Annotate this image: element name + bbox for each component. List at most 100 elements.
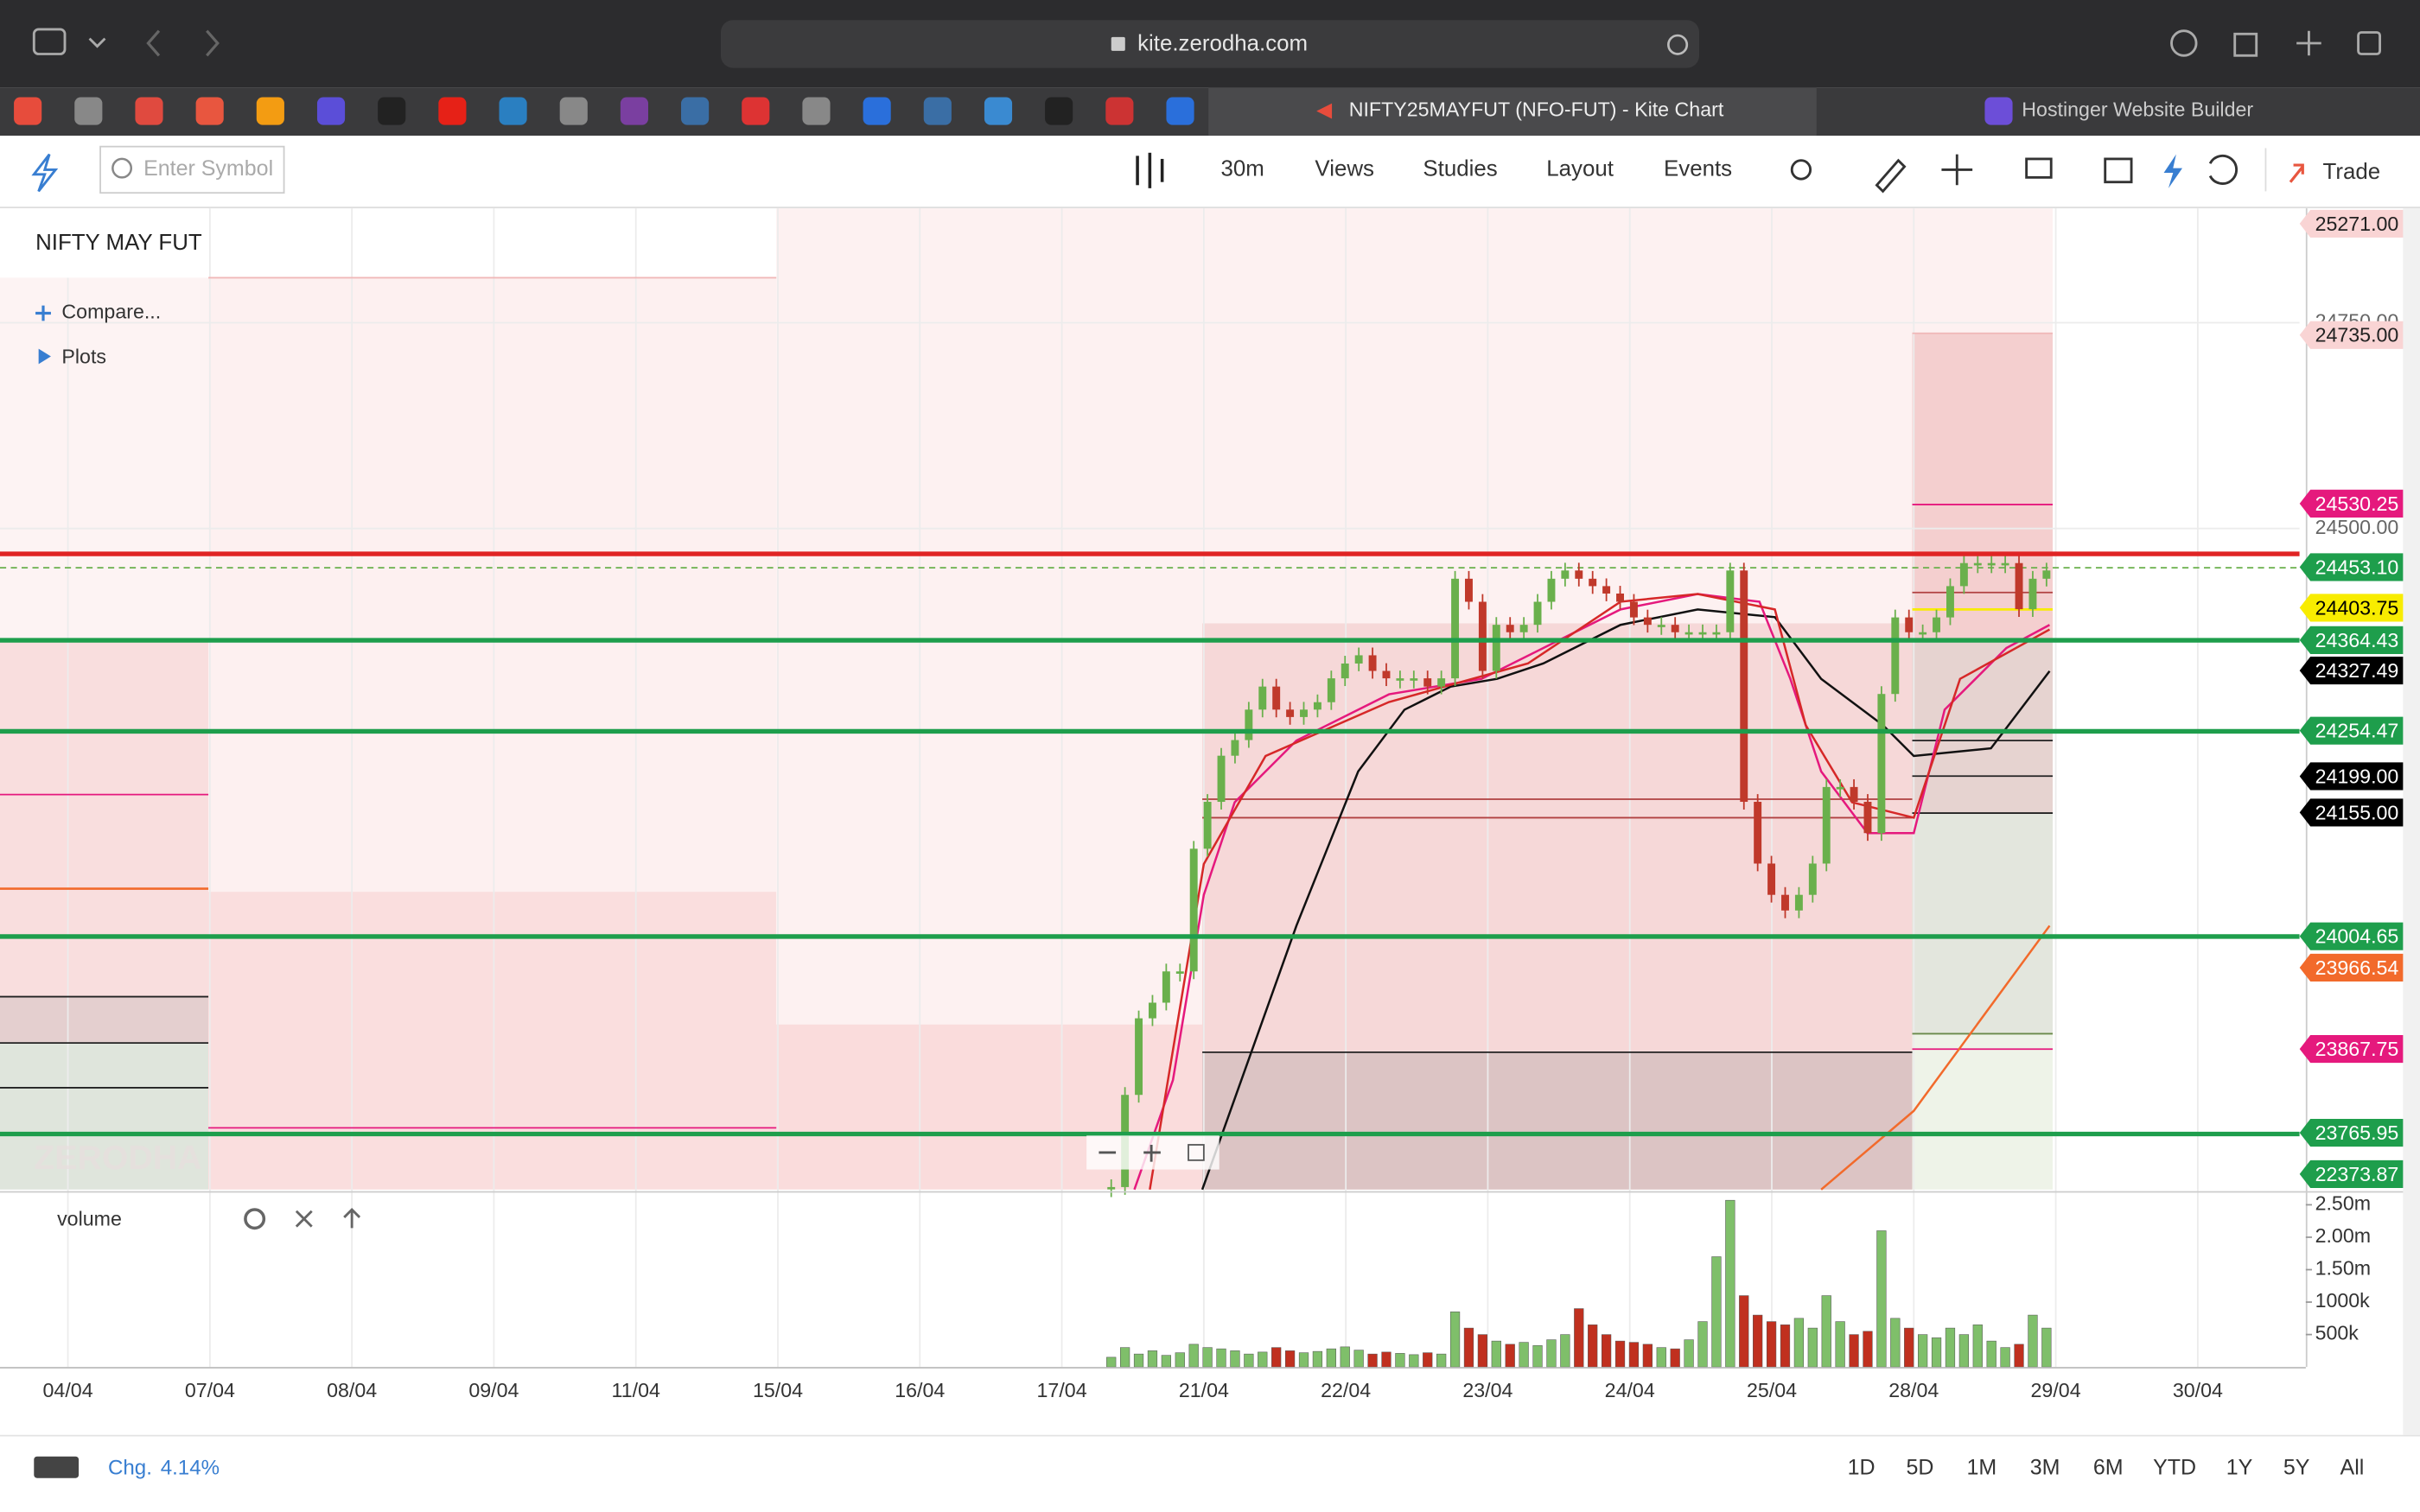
favicon[interactable] <box>195 97 224 125</box>
tab-overview[interactable] <box>2357 31 2382 55</box>
date-label: 24/04 <box>1605 1379 1655 1401</box>
candle <box>1643 617 1652 626</box>
favicon[interactable] <box>923 97 952 125</box>
downloads[interactable] <box>2170 29 2198 57</box>
volume-bar <box>1340 1346 1350 1368</box>
volume-controls[interactable] <box>295 1207 361 1229</box>
favicon[interactable] <box>559 97 588 125</box>
sidebar-button[interactable] <box>32 28 67 55</box>
favicon[interactable] <box>378 97 406 125</box>
candle <box>1519 625 1528 632</box>
favicon[interactable] <box>14 97 42 125</box>
candle <box>1478 601 1487 671</box>
volume-tick-label: 500k <box>2315 1322 2360 1344</box>
reload[interactable] <box>1667 34 1689 55</box>
volume-bar <box>1821 1295 1831 1368</box>
price-tag-label: 24327.49 <box>2315 659 2399 682</box>
volume-bar <box>1477 1334 1488 1368</box>
favicon[interactable] <box>135 97 163 125</box>
favicon[interactable] <box>1166 97 1194 125</box>
favicon[interactable] <box>742 97 770 125</box>
menu[interactable]: Views <box>1315 156 1374 181</box>
range-button[interactable]: YTD <box>2153 1456 2196 1480</box>
menu[interactable]: Studies <box>1423 156 1497 181</box>
range-button[interactable]: 5Y <box>2283 1456 2310 1480</box>
favicon[interactable] <box>1105 97 1134 125</box>
kite-logo[interactable] <box>31 153 59 193</box>
settings[interactable] <box>1790 159 1812 181</box>
candle <box>1850 786 1858 803</box>
bolt[interactable] <box>2163 154 2182 188</box>
chart-type-icon[interactable] <box>1136 152 1164 188</box>
favicon[interactable] <box>74 97 103 125</box>
zoom-controls <box>1086 1135 1220 1170</box>
favicon[interactable] <box>620 97 648 125</box>
refresh[interactable] <box>2208 154 2238 185</box>
compare-icon[interactable] <box>35 305 51 321</box>
fullscreen[interactable] <box>1188 1144 1205 1161</box>
symbol-title: NIFTY MAY FUT <box>35 231 202 255</box>
volume-settings[interactable] <box>244 1208 266 1230</box>
favicon[interactable] <box>802 97 831 125</box>
date-label: 25/04 <box>1747 1379 1797 1401</box>
range-button[interactable]: 3M <box>2030 1456 2060 1480</box>
active-tab[interactable] <box>1208 87 1817 137</box>
price-tag-label: 24364.43 <box>2315 629 2399 651</box>
favicon[interactable] <box>681 97 710 125</box>
trade-icon <box>2289 163 2304 183</box>
price-tag <box>2299 1159 2405 1188</box>
plots-icon[interactable] <box>38 348 51 365</box>
scrollbar[interactable] <box>2403 208 2420 1435</box>
search-placeholder[interactable]: Enter Symbol <box>143 156 273 181</box>
range-button[interactable]: 1D <box>1848 1456 1876 1480</box>
price-tag <box>2299 922 2405 950</box>
date-label: 15/04 <box>753 1379 803 1401</box>
draw[interactable] <box>1875 158 1907 194</box>
tab-title[interactable]: Hostinger Website Builder <box>2022 98 2253 121</box>
range-button[interactable]: 6M <box>2093 1456 2124 1480</box>
address-bar[interactable] <box>720 20 1700 68</box>
volume-bar <box>1945 1327 1956 1368</box>
crosshair[interactable] <box>1941 154 1973 186</box>
menu[interactable]: Layout <box>1546 156 1614 181</box>
candle <box>2042 570 2051 579</box>
tab-title[interactable]: NIFTY25MAYFUT (NFO-FUT) - Kite Chart <box>1349 98 1724 121</box>
price-tag <box>2299 489 2405 518</box>
range-button[interactable]: 1M <box>1966 1456 1996 1480</box>
volume-bar <box>1395 1353 1405 1368</box>
favicon[interactable] <box>316 97 346 125</box>
plots[interactable]: Plots <box>61 345 106 367</box>
candle <box>1175 971 1184 974</box>
range-button[interactable]: 1Y <box>2226 1456 2253 1480</box>
favicon[interactable] <box>984 97 1013 125</box>
menu[interactable]: Events <box>1664 156 1732 181</box>
keyboard-icon[interactable] <box>34 1456 80 1478</box>
price-tag <box>2299 321 2405 349</box>
candle <box>1891 617 1900 695</box>
candle <box>1451 578 1460 679</box>
sidebar-menu[interactable] <box>88 37 106 48</box>
favicon[interactable] <box>1045 97 1073 125</box>
trade-button[interactable]: Trade <box>2323 160 2381 184</box>
table[interactable] <box>2104 157 2133 184</box>
price-tag <box>2299 953 2405 982</box>
candle <box>1313 702 1321 710</box>
share[interactable] <box>2233 32 2258 57</box>
range-button[interactable]: 5D <box>1906 1456 1933 1480</box>
interval[interactable]: 30m <box>1221 156 1264 181</box>
comments[interactable] <box>2025 157 2053 179</box>
y-tick-label: 24500.00 <box>2315 516 2399 538</box>
range-button[interactable]: All <box>2340 1456 2365 1480</box>
nav-buttons[interactable] <box>146 29 220 57</box>
favicon[interactable] <box>438 97 467 125</box>
favicon[interactable] <box>499 97 527 125</box>
tool-icons <box>1790 154 2238 194</box>
volume-bar <box>1574 1308 1584 1368</box>
zoom-buttons[interactable] <box>1099 1145 1161 1162</box>
favicon[interactable] <box>256 97 284 125</box>
compare[interactable]: Compare... <box>61 301 161 323</box>
volume-bar <box>1353 1350 1364 1368</box>
new-tab[interactable] <box>2296 30 2321 56</box>
favicon[interactable] <box>863 97 891 125</box>
